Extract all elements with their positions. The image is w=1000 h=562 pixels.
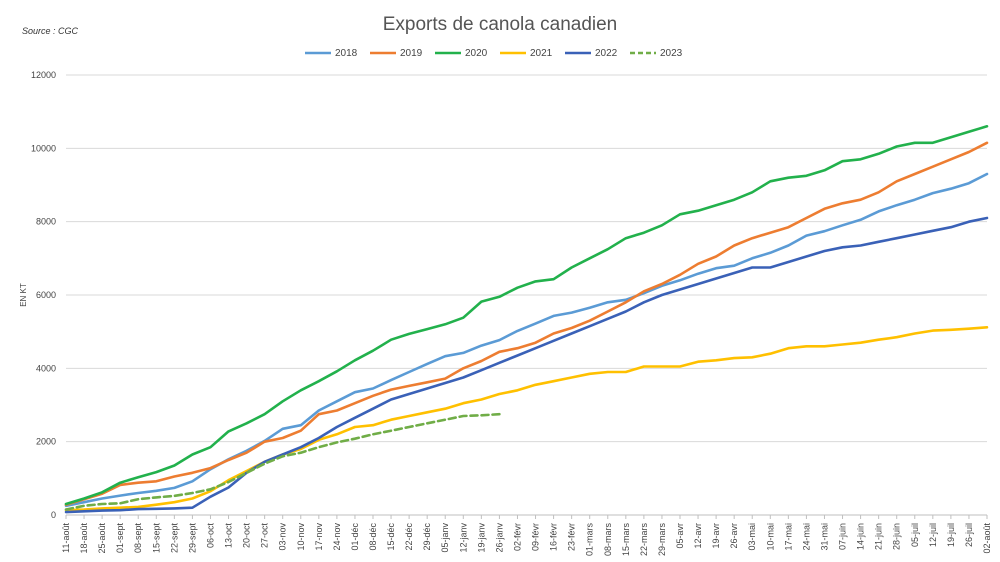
y-tick-label: 4000 [36, 363, 56, 373]
x-tick-label: 10-nov [296, 523, 306, 551]
x-tick-label: 27-oct [260, 523, 270, 549]
y-tick-label: 10000 [31, 143, 56, 153]
x-tick-label: 19-janv [476, 523, 486, 553]
x-tick-label: 13-oct [224, 523, 234, 549]
x-tick-label: 01-déc [350, 523, 360, 551]
x-tick-label: 26-janv [494, 523, 504, 553]
legend-label-2022: 2022 [595, 48, 618, 59]
legend-label-2021: 2021 [530, 48, 553, 59]
x-tick-label: 01-sept [115, 523, 125, 554]
legend-label-2023: 2023 [660, 48, 683, 59]
legend-label-2018: 2018 [335, 48, 358, 59]
x-tick-label: 12-juil [928, 523, 938, 547]
x-tick-label: 22-sept [169, 523, 179, 554]
x-tick-label: 29-déc [422, 523, 432, 551]
x-tick-label: 05-avr [675, 523, 685, 549]
x-tick-label: 15-sept [151, 523, 161, 554]
x-tick-label: 08-déc [368, 523, 378, 551]
x-tick-label: 11-août [61, 523, 71, 553]
y-tick-label: 0 [51, 510, 56, 520]
y-tick-label: 12000 [31, 70, 56, 80]
x-tick-label: 19-avr [711, 523, 721, 549]
series-line-2020 [64, 125, 989, 506]
x-tick-label: 03-mai [747, 523, 757, 551]
x-tick-label: 24-nov [332, 523, 342, 551]
x-tick-label: 25-août [97, 523, 107, 554]
x-tick-label: 29-sept [187, 523, 197, 554]
source-note: Source : CGC [22, 26, 79, 36]
x-tick-label: 03-nov [278, 523, 288, 551]
x-tick-label: 06-oct [205, 523, 215, 549]
x-tick-label: 26-juil [964, 523, 974, 547]
x-tick-label: 21-juin [874, 523, 884, 550]
x-tick-label: 26-avr [729, 523, 739, 549]
x-tick-label: 12-janv [458, 523, 468, 553]
x-tick-label: 02-févr [512, 523, 522, 551]
x-tick-label: 16-févr [549, 523, 559, 551]
y-tick-label: 6000 [36, 290, 56, 300]
x-tick-label: 09-févr [531, 523, 541, 551]
x-tick-label: 01-mars [585, 523, 595, 557]
legend-label-2020: 2020 [465, 48, 488, 59]
y-tick-label: 8000 [36, 217, 56, 227]
x-tick-label: 10-mai [765, 523, 775, 551]
x-tick-label: 02-août [982, 523, 992, 554]
x-tick-label: 22-déc [404, 523, 414, 551]
x-tick-label: 18-août [79, 523, 89, 554]
x-tick-label: 28-juin [892, 523, 902, 550]
x-tick-label: 24-mai [801, 523, 811, 551]
x-tick-label: 17-nov [314, 523, 324, 551]
x-tick-label: 08-sept [133, 523, 143, 554]
y-tick-label: 2000 [36, 437, 56, 447]
x-tick-label: 19-juil [946, 523, 956, 547]
x-tick-label: 14-juin [856, 523, 866, 550]
chart-title: Exports de canola canadien [383, 14, 618, 35]
y-axis-label: EN KT [19, 283, 28, 307]
x-tick-label: 08-mars [603, 523, 613, 557]
legend-label-2019: 2019 [400, 48, 423, 59]
x-tick-label: 20-oct [242, 523, 252, 549]
x-tick-label: 12-avr [693, 523, 703, 549]
x-tick-label: 17-mai [783, 523, 793, 551]
x-tick-label: 15-déc [386, 523, 396, 551]
x-tick-label: 29-mars [657, 523, 667, 557]
series-line-2023 [64, 412, 501, 511]
x-tick-label: 23-févr [567, 523, 577, 551]
series-line-2018 [64, 172, 989, 508]
x-tick-label: 15-mars [621, 523, 631, 557]
x-tick-label: 05-juil [910, 523, 920, 547]
series-line-2019 [64, 141, 989, 506]
x-tick-label: 31-mai [819, 523, 829, 551]
series-line-2021 [64, 326, 989, 512]
x-tick-label: 07-juin [838, 523, 848, 550]
x-tick-label: 05-janv [440, 523, 450, 553]
series-line-2022 [64, 216, 989, 514]
x-tick-label: 22-mars [639, 523, 649, 557]
